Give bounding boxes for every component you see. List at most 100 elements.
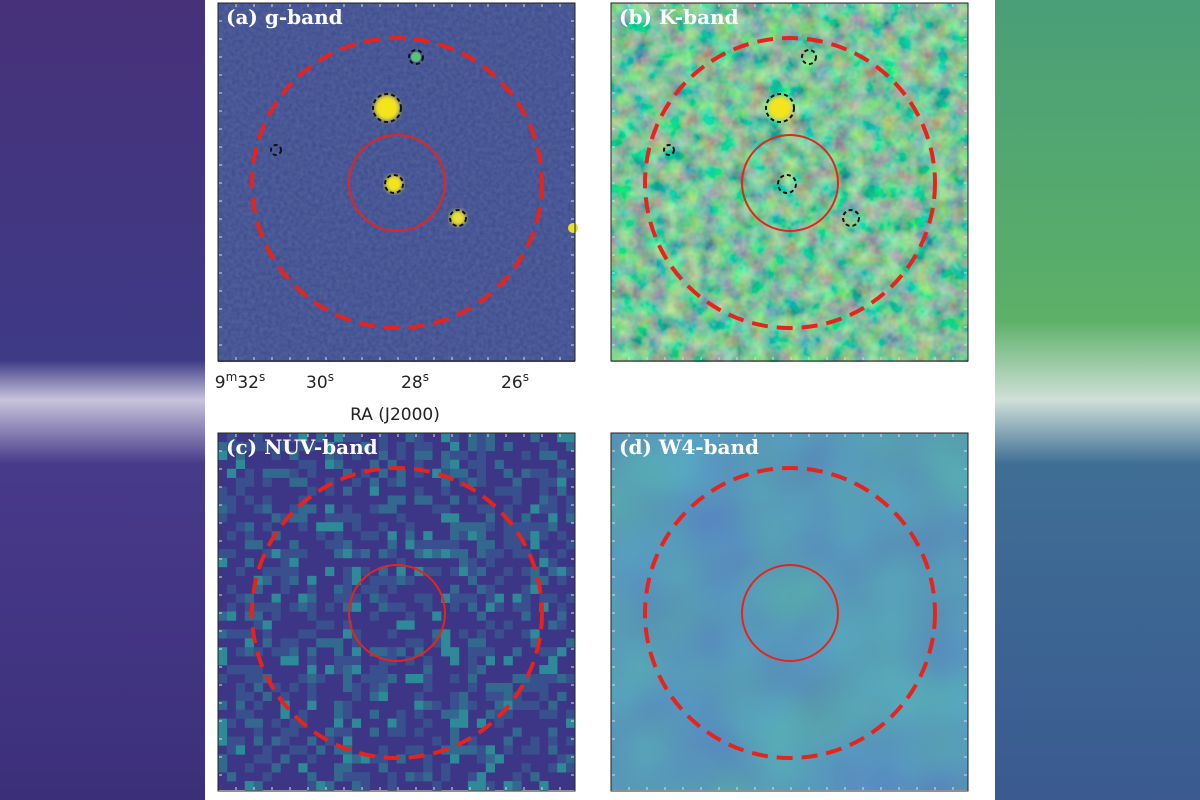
pixel (226, 433, 237, 443)
pixel (548, 522, 558, 532)
pixel (325, 441, 335, 452)
pixel (253, 504, 263, 514)
pixel (557, 549, 567, 559)
pixel (351, 575, 362, 586)
pixel (476, 611, 487, 621)
pixel (271, 682, 281, 693)
pixel (271, 736, 281, 746)
pixel (378, 665, 388, 675)
pixel (467, 665, 478, 675)
pixel (378, 754, 388, 764)
pixel (548, 513, 558, 523)
pixel (262, 477, 272, 487)
pixel (289, 656, 299, 666)
pixel (450, 450, 460, 461)
pixel (342, 629, 353, 639)
pixel (226, 736, 237, 746)
pixel (548, 450, 558, 461)
panel-frame (610, 432, 969, 792)
pixel (485, 593, 495, 603)
pixel (351, 754, 362, 764)
pixel (458, 629, 469, 639)
pixel (548, 504, 558, 514)
pixel (539, 575, 549, 586)
pixel (405, 575, 415, 586)
pixel (226, 745, 237, 755)
pixel (369, 682, 379, 693)
pixel (378, 673, 388, 684)
pixel (530, 629, 540, 639)
pixel (566, 593, 576, 603)
frames (217, 2, 969, 792)
source (385, 175, 403, 193)
pixel (378, 468, 388, 478)
pixel (503, 540, 513, 550)
pixel (244, 495, 254, 505)
pixel (218, 727, 228, 737)
pixel (476, 665, 487, 675)
pixel (262, 754, 272, 764)
pixel (280, 557, 290, 568)
pixel (262, 468, 272, 478)
pixel (441, 468, 451, 478)
pixel (325, 450, 335, 461)
pixel (334, 727, 344, 737)
pixel (218, 441, 228, 452)
pixel (387, 477, 397, 487)
pixel (218, 557, 228, 568)
pixel (557, 673, 567, 684)
pixel (334, 531, 344, 541)
pixel (298, 459, 308, 469)
pixel (218, 629, 228, 639)
pixel (450, 584, 460, 594)
pixel (548, 736, 558, 746)
pixel (405, 772, 415, 782)
pixel (396, 620, 406, 630)
pixel (351, 450, 362, 461)
pixel (441, 486, 451, 496)
pixel (467, 745, 478, 755)
pixel (307, 700, 317, 710)
x-tick-label: 9m32s (215, 370, 265, 393)
pixel (503, 781, 513, 791)
panel-label: (b) K-band (619, 5, 739, 29)
pixel (316, 638, 326, 648)
pixel (289, 727, 299, 737)
pixel (298, 513, 308, 523)
pixel (566, 709, 576, 719)
pixel (557, 575, 567, 586)
pixel (307, 504, 317, 514)
pixel (253, 602, 263, 612)
pixel (485, 602, 495, 612)
pixel (289, 450, 299, 461)
pixel (423, 602, 433, 612)
pixel (530, 522, 540, 532)
pixel (512, 549, 522, 559)
blurred-side (995, 0, 1200, 800)
pixel (467, 593, 478, 603)
pixel (521, 745, 531, 755)
pixel (235, 691, 246, 702)
x-tick-label: 28s (401, 370, 429, 393)
pixel (387, 459, 397, 469)
pixel (369, 665, 379, 675)
pixel (450, 700, 460, 710)
pixel (423, 566, 433, 577)
pixel (369, 673, 379, 684)
pixel (485, 691, 495, 702)
pixel (476, 459, 487, 469)
pixel (280, 736, 290, 746)
pixel (396, 727, 406, 737)
pixel (342, 727, 353, 737)
pixel (476, 540, 487, 550)
pixel (316, 745, 326, 755)
pixel (289, 575, 299, 586)
pixel (423, 665, 433, 675)
pixel (218, 718, 228, 728)
pixel (432, 700, 442, 710)
pixel (467, 531, 478, 541)
pixel (432, 540, 442, 550)
pixel (351, 682, 362, 693)
pixel (334, 656, 344, 666)
pixel (351, 477, 362, 487)
